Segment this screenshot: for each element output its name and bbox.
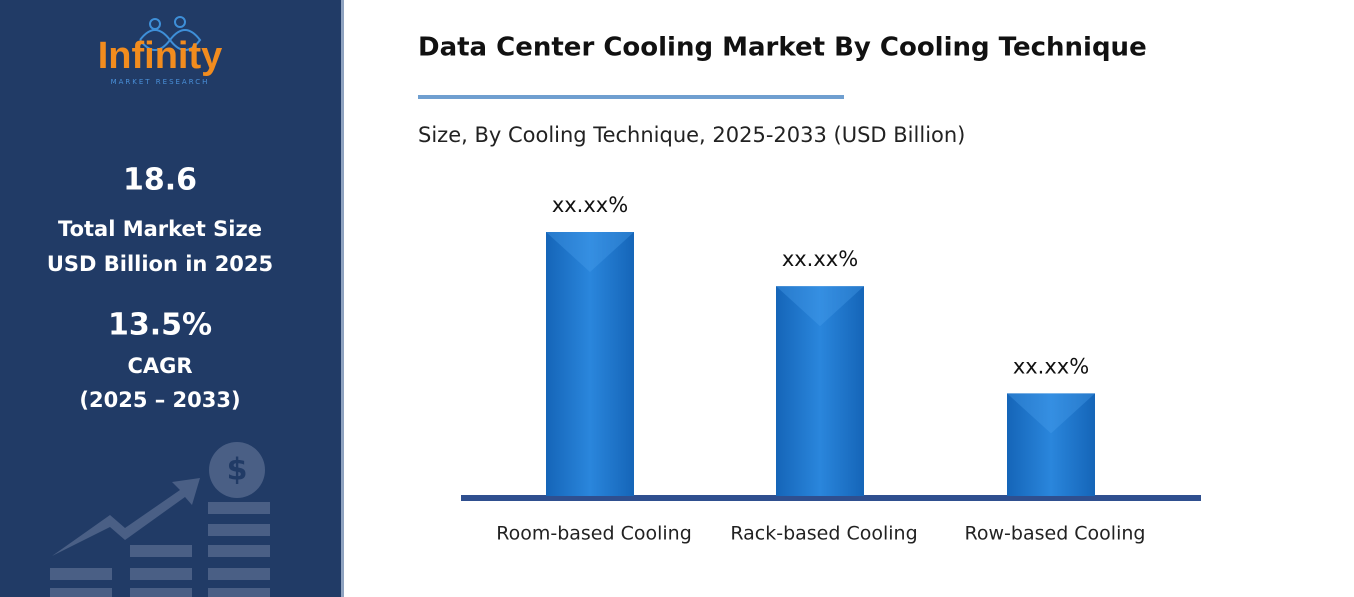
x-tick-label: Row-based Cooling bbox=[965, 523, 1146, 545]
x-tick-label: Rack-based Cooling bbox=[730, 523, 917, 545]
x-axis-line bbox=[461, 495, 1201, 501]
bar-bevel bbox=[1007, 393, 1095, 434]
bar bbox=[546, 232, 634, 496]
stat-label: CAGR bbox=[127, 354, 192, 378]
stat-label: (2025 – 2033) bbox=[79, 388, 240, 412]
value-label: xx.xx% bbox=[1013, 354, 1089, 378]
bar-bevel bbox=[546, 232, 634, 272]
stat-value: 13.5% bbox=[108, 308, 212, 343]
chart-subtitle: Size, By Cooling Technique, 2025-2033 (U… bbox=[418, 123, 965, 147]
sidebar bbox=[0, 0, 343, 597]
x-tick-label: Room-based Cooling bbox=[496, 523, 692, 545]
bar bbox=[1007, 393, 1095, 496]
stat-label: Total Market Size bbox=[58, 217, 262, 241]
title-underline bbox=[418, 95, 844, 99]
growth-icon bbox=[50, 442, 270, 597]
logo: Infinity bbox=[98, 35, 223, 77]
stat-label: USD Billion in 2025 bbox=[47, 252, 273, 276]
sidebar-edge bbox=[341, 0, 344, 597]
chart-title: Data Center Cooling Market By Cooling Te… bbox=[418, 33, 1147, 63]
logo-icon bbox=[139, 16, 202, 51]
bar-bevel bbox=[776, 286, 864, 327]
logo-tagline: MARKET RESEARCH bbox=[111, 78, 210, 86]
value-label: xx.xx% bbox=[782, 247, 858, 271]
stat-value: 18.6 bbox=[123, 163, 197, 198]
value-label: xx.xx% bbox=[552, 193, 628, 217]
dollar-sign: $ bbox=[227, 453, 248, 488]
bar bbox=[776, 286, 864, 496]
